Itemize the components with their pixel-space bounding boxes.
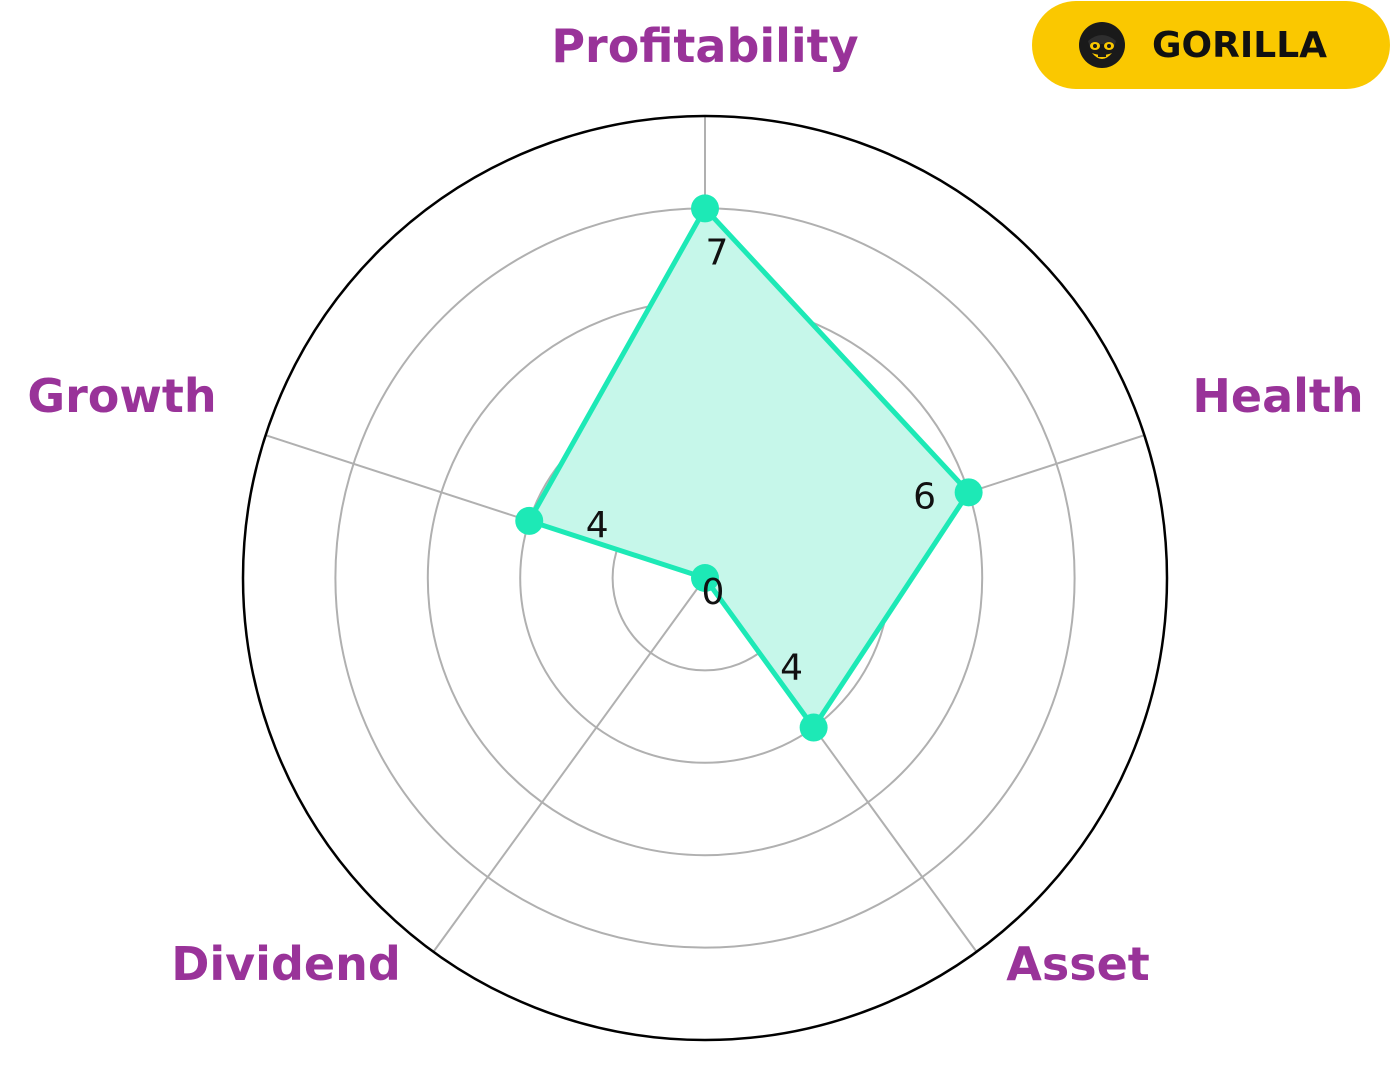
series-layer (515, 194, 983, 742)
value-label-asset: 4 (780, 648, 803, 689)
series-line (526, 205, 972, 730)
data-point-profitability (691, 194, 719, 223)
category-label-profitability: Profitability (551, 19, 858, 73)
category-label-growth: Growth (27, 369, 216, 423)
value-label-dividend: 0 (702, 572, 725, 613)
value-label-profitability: 7 (706, 232, 729, 273)
series-area (529, 208, 969, 728)
value-label-growth: 4 (586, 505, 609, 546)
category-label-health: Health (1192, 369, 1363, 423)
gorilla-badge: GORILLA (1032, 1, 1390, 89)
data-point-health (954, 478, 983, 507)
data-point-asset (799, 713, 828, 742)
data-point-growth (515, 506, 544, 535)
data-point-dividend (691, 564, 719, 592)
value-label-health: 6 (913, 476, 936, 517)
outer-ring (241, 114, 1169, 1042)
gorilla-face-icon (1079, 22, 1125, 68)
badge-text: GORILLA (1152, 25, 1328, 66)
category-label-asset: Asset (1006, 937, 1150, 991)
label-layer: 7 6 4 0 4 Profitability Health Asset Dividend Gro… (27, 19, 1363, 991)
grid-spoke (432, 577, 706, 953)
category-label-dividend: Dividend (171, 937, 401, 991)
